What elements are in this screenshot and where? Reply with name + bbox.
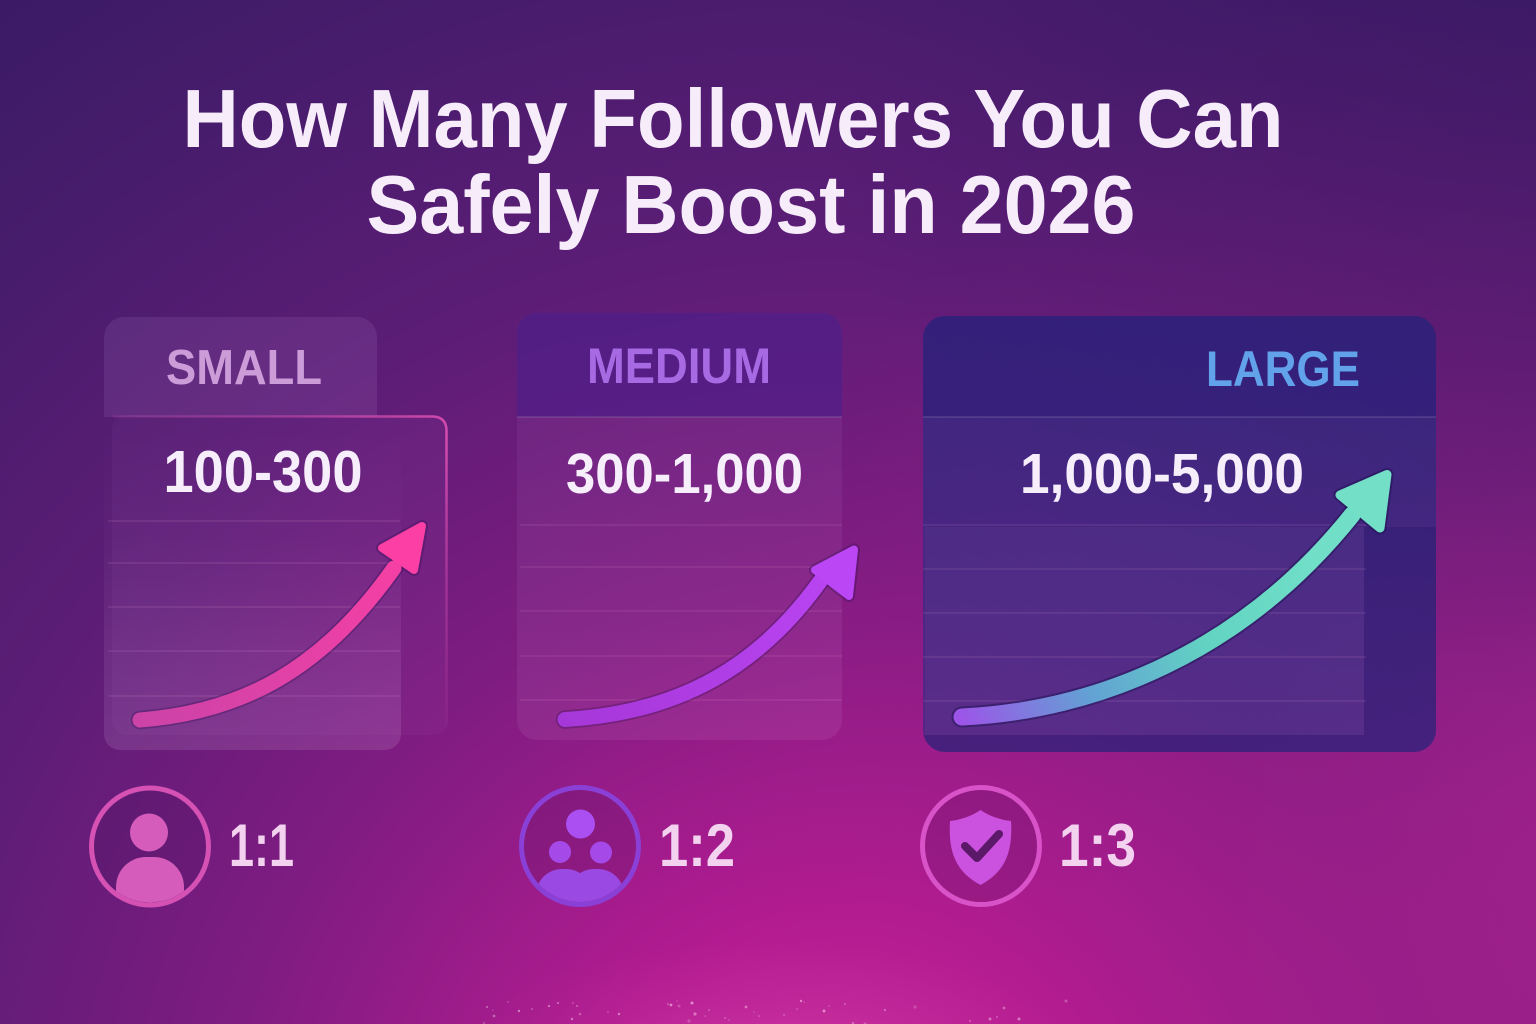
svg-text:1:1: 1:1 bbox=[229, 812, 294, 879]
svg-text:100-300: 100-300 bbox=[164, 439, 363, 505]
svg-text:1,000-5,000: 1,000-5,000 bbox=[1020, 442, 1304, 506]
svg-text:1:2: 1:2 bbox=[659, 812, 735, 879]
svg-text:How Many Followers You Can: How Many Followers You Can bbox=[183, 72, 1284, 165]
svg-text:SMALL: SMALL bbox=[166, 341, 322, 395]
svg-text:Safely Boost in 2026: Safely Boost in 2026 bbox=[367, 158, 1136, 251]
svg-text:MEDIUM: MEDIUM bbox=[587, 338, 771, 394]
svg-text:300-1,000: 300-1,000 bbox=[566, 442, 803, 506]
svg-text:1:3: 1:3 bbox=[1059, 812, 1136, 879]
svg-text:LARGE: LARGE bbox=[1206, 341, 1360, 397]
